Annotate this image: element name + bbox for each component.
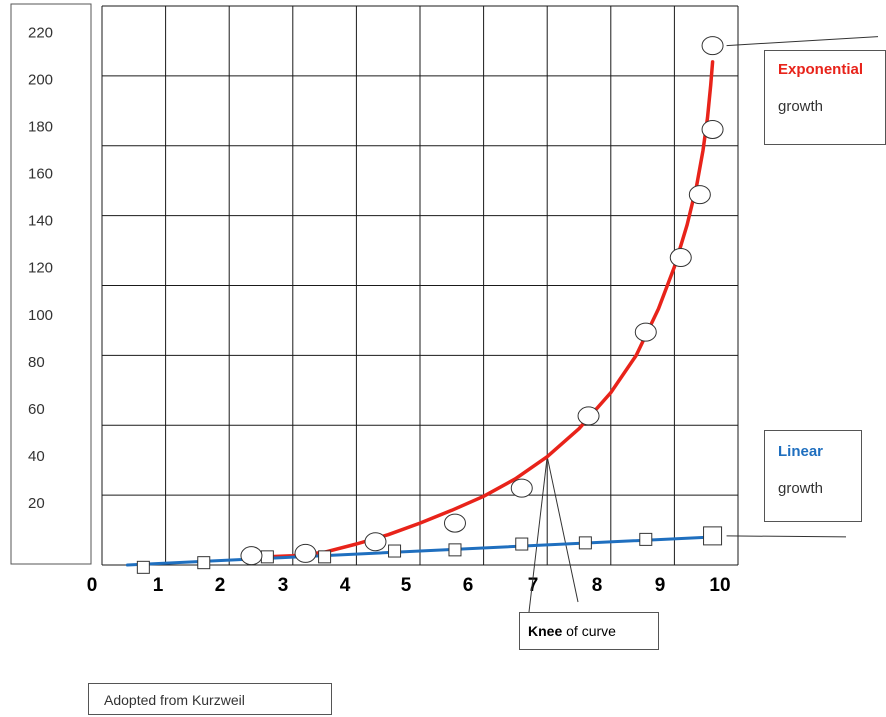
source-note: Adopted from Kurzweil: [88, 683, 332, 715]
linear-point: [136, 560, 150, 574]
series-markers: [136, 36, 724, 574]
exponential-leader-line: [726, 36, 879, 47]
x-tick-label: 2: [215, 575, 226, 596]
exponential-point: [669, 248, 692, 268]
y-tick-label: 140: [28, 213, 53, 230]
exponential-point: [577, 406, 600, 426]
x-tick-label: 4: [340, 575, 351, 596]
exponential-point: [510, 478, 533, 498]
exponential-curve: [246, 60, 715, 559]
legend-exponential-subtitle: growth: [778, 98, 824, 115]
exponential-point: [701, 119, 724, 139]
x-tick-labels: 0 1 2 3 4 5 6 7 8 9 10: [87, 575, 731, 596]
exponential-point: [240, 546, 263, 566]
x-tick-label: 9: [655, 575, 666, 596]
legend-exponential-title: Exponential: [778, 61, 864, 78]
y-axis-label-box: [10, 3, 92, 565]
exponential-point: [634, 322, 657, 342]
chart-grid: [101, 5, 739, 566]
y-tick-label: 220: [28, 24, 53, 41]
y-tick-label: 200: [28, 72, 53, 89]
x-tick-label: 3: [278, 575, 289, 596]
exponential-point: [688, 185, 711, 205]
linear-line: [125, 535, 715, 567]
legend-linear: Linear growth: [764, 430, 862, 522]
x-tick-label: 1: [153, 575, 164, 596]
linear-point: [260, 550, 274, 564]
exponential-point: [364, 532, 387, 552]
knee-annotation-bold: Knee: [528, 623, 563, 639]
y-tick-label: 180: [28, 119, 53, 136]
leader-lines: [528, 36, 879, 613]
exponential-point: [443, 513, 466, 533]
x-tick-label: 7: [528, 575, 539, 596]
y-tick-label: 100: [28, 307, 53, 324]
linear-point: [448, 543, 462, 557]
legend-linear-title: Linear: [778, 443, 824, 460]
y-tick-label: 40: [28, 448, 45, 465]
legend-exponential: Exponential growth: [764, 50, 886, 145]
legend-linear-subtitle: growth: [778, 480, 824, 497]
linear-point: [388, 544, 402, 558]
x-tick-label: 10: [709, 575, 730, 596]
exponential-point: [294, 543, 317, 563]
y-tick-label: 160: [28, 166, 53, 183]
knee-annotation: Knee of curve: [519, 612, 659, 650]
linear-point: [318, 550, 332, 564]
y-tick-label: 120: [28, 260, 53, 277]
knee-pointer-line: [546, 456, 579, 603]
y-tick-labels: 20 40 60 80 100 120 140 160 180 200 220: [28, 24, 53, 512]
x-tick-label: 6: [463, 575, 474, 596]
exponential-point: [701, 36, 724, 56]
x-tick-label: 0: [87, 575, 98, 596]
x-tick-label: 5: [401, 575, 412, 596]
knee-annotation-text: of curve: [562, 623, 616, 639]
linear-point: [639, 532, 653, 546]
knee-pointer-line: [528, 456, 548, 613]
y-tick-label: 20: [28, 495, 45, 512]
y-tick-label: 60: [28, 401, 45, 418]
y-tick-label: 80: [28, 354, 45, 371]
linear-point: [578, 536, 592, 550]
x-tick-label: 8: [592, 575, 603, 596]
series-lines: [125, 60, 715, 567]
linear-leader-line: [726, 535, 847, 538]
linear-point: [703, 526, 723, 546]
linear-point: [197, 556, 211, 570]
linear-point: [515, 537, 529, 551]
